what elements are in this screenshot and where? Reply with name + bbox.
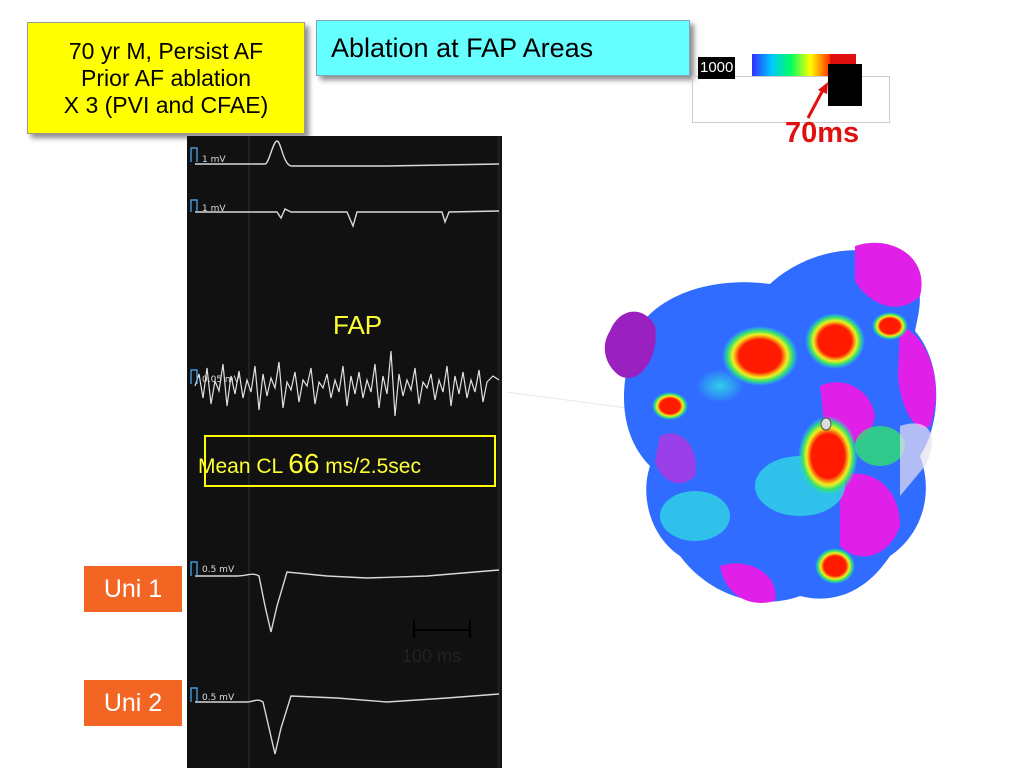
egm-channel-3-trace	[194, 350, 500, 417]
colorbar-pointer-label: 70ms	[785, 117, 860, 149]
fap-label: FAP	[333, 310, 383, 340]
patient-line-2: Prior AF ablation	[80, 64, 252, 91]
slide-title: Ablation at FAP Areas	[316, 20, 690, 76]
time-scale-label: 100 ms	[402, 646, 462, 666]
egm-channel-5-scale: 0.5 mV	[202, 693, 235, 703]
egm-channel-2-scale: 1 mV	[202, 204, 226, 214]
egm-channel-4-trace	[195, 569, 500, 633]
colorbar-max-label: 1000	[698, 57, 736, 79]
egm-channel-5-trace	[195, 693, 500, 755]
mean-cl-prefix: Mean CL	[198, 455, 289, 478]
mean-cl-value: 66	[288, 448, 320, 479]
time-scale-bar	[413, 620, 471, 638]
colorbar-frame	[692, 76, 890, 123]
patient-line-3: X 3 (PVI and CFAE)	[63, 91, 269, 118]
uni-1-label: Uni 1	[84, 566, 182, 612]
egm-panel	[187, 136, 502, 768]
mean-cl-suffix: ms/2.5sec	[319, 455, 421, 478]
uni-2-label: Uni 2	[84, 680, 182, 726]
egm-channel-4-scale: 0.5 mV	[202, 565, 235, 575]
mean-cl-box	[204, 435, 496, 487]
egm-channel-1-trace	[195, 140, 500, 167]
activation-map-3d	[604, 242, 937, 603]
mean-cl-text: Mean CL 66 ms/2.5sec	[198, 448, 421, 480]
colorbar-pointer-arrow	[806, 82, 828, 119]
patient-line-1: 70 yr M, Persist AF	[68, 37, 264, 64]
egm-channel-1-scale: 1 mV	[202, 155, 226, 165]
egm-channel-2-trace	[195, 208, 500, 229]
colorbar-magenta-segment	[830, 54, 856, 64]
colorbar-black-block	[828, 64, 862, 106]
egm-traces	[190, 136, 500, 768]
colorbar-gradient	[752, 54, 830, 76]
patient-info-box: 70 yr M, Persist AF Prior AF ablation X …	[27, 22, 305, 134]
egm-channel-3-scale: 0.05 mV	[202, 375, 240, 385]
